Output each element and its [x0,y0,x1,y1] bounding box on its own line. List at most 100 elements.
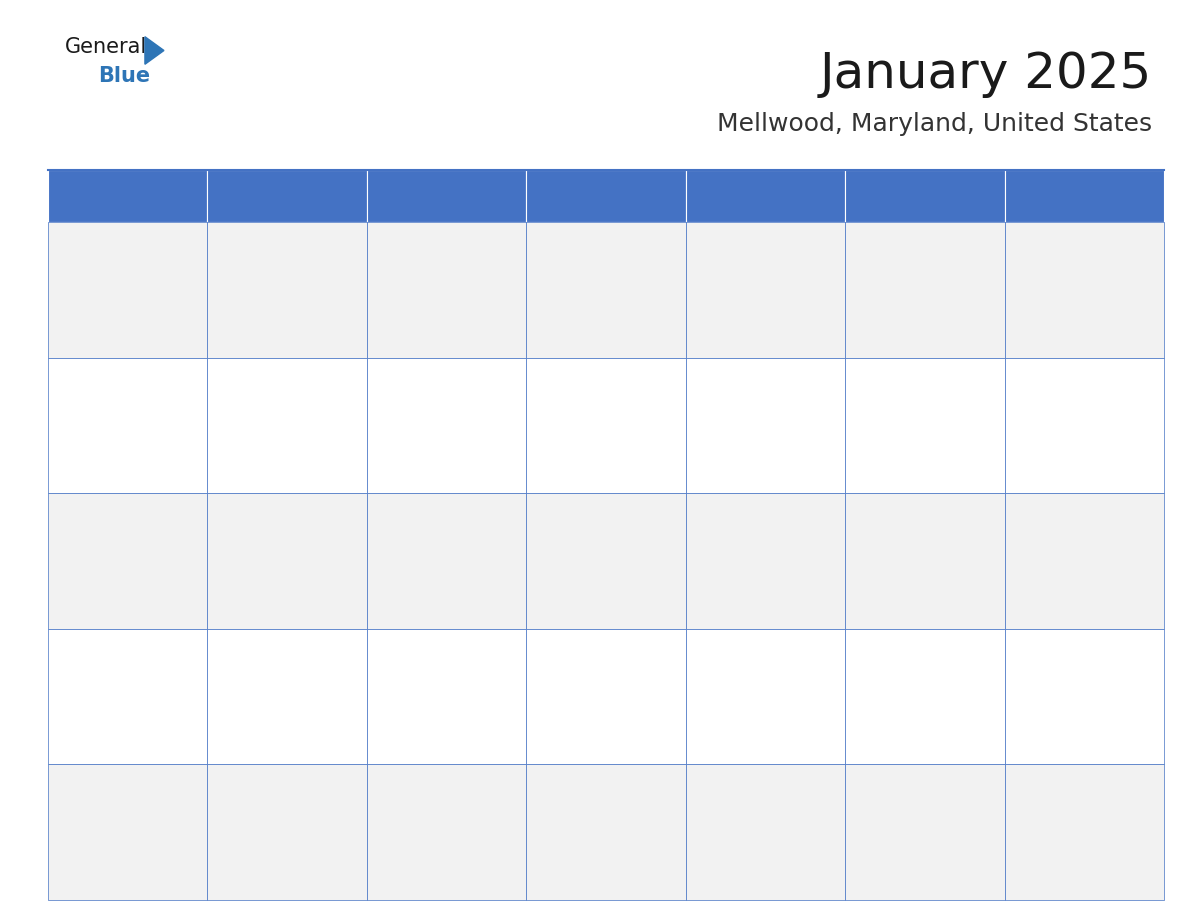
Text: and 37 minutes.: and 37 minutes. [694,473,790,486]
Text: Daylight: 9 hours: Daylight: 9 hours [535,308,637,321]
Text: Sunrise: 7:25 AM: Sunrise: 7:25 AM [1013,386,1113,398]
Text: Sunset: 5:16 PM: Sunset: 5:16 PM [535,686,630,699]
Text: Sunset: 5:15 PM: Sunset: 5:15 PM [375,686,470,699]
Text: Daylight: 9 hours: Daylight: 9 hours [1013,308,1116,321]
Text: and 12 minutes.: and 12 minutes. [853,879,950,892]
Text: Sunrise: 7:25 AM: Sunrise: 7:25 AM [694,250,794,263]
Text: and 42 minutes.: and 42 minutes. [215,608,312,621]
Text: and 30 minutes.: and 30 minutes. [535,337,631,350]
Text: 31: 31 [853,770,874,789]
Text: Daylight: 9 hours: Daylight: 9 hours [853,443,955,456]
Text: Daylight: 9 hours: Daylight: 9 hours [375,579,478,592]
Text: Daylight: 10 hours: Daylight: 10 hours [56,850,165,863]
Text: Daylight: 10 hours: Daylight: 10 hours [375,850,485,863]
Text: Sunrise: 7:22 AM: Sunrise: 7:22 AM [1013,521,1113,533]
Text: and 30 minutes.: and 30 minutes. [694,337,790,350]
Text: Daylight: 10 hours: Daylight: 10 hours [694,850,803,863]
Text: Sunset: 5:02 PM: Sunset: 5:02 PM [694,414,789,427]
Text: Daylight: 10 hours: Daylight: 10 hours [1013,714,1123,727]
Text: Sunset: 5:11 PM: Sunset: 5:11 PM [853,550,949,563]
Text: Sunset: 4:56 PM: Sunset: 4:56 PM [694,279,790,292]
Text: Sunset: 5:00 PM: Sunset: 5:00 PM [215,414,310,427]
Text: 11: 11 [1013,364,1035,382]
Text: and 10 minutes.: and 10 minutes. [694,879,790,892]
Text: Sunrise: 7:17 AM: Sunrise: 7:17 AM [215,791,316,805]
Text: Sunset: 5:06 PM: Sunset: 5:06 PM [215,550,311,563]
Text: Daylight: 10 hours: Daylight: 10 hours [853,850,963,863]
Text: Daylight: 9 hours: Daylight: 9 hours [56,443,158,456]
Text: Sunset: 5:12 PM: Sunset: 5:12 PM [1013,550,1108,563]
Text: and 50 minutes.: and 50 minutes. [56,744,152,756]
Text: Daylight: 9 hours: Daylight: 9 hours [1013,579,1116,592]
Text: Sunrise: 7:24 AM: Sunrise: 7:24 AM [215,521,316,533]
Text: Daylight: 9 hours: Daylight: 9 hours [694,579,796,592]
Text: 26: 26 [56,770,77,789]
Text: Sunrise: 7:25 AM: Sunrise: 7:25 AM [215,386,316,398]
Text: Daylight: 9 hours: Daylight: 9 hours [853,579,955,592]
Text: Sunrise: 7:23 AM: Sunrise: 7:23 AM [694,521,794,533]
Text: Sunrise: 7:25 AM: Sunrise: 7:25 AM [535,250,634,263]
Text: Daylight: 9 hours: Daylight: 9 hours [694,714,796,727]
Text: Sunset: 4:57 PM: Sunset: 4:57 PM [853,279,949,292]
Text: 18: 18 [1013,499,1034,518]
Text: 5: 5 [56,364,67,382]
Text: 22: 22 [535,635,556,653]
Text: Daylight: 9 hours: Daylight: 9 hours [694,308,796,321]
Text: Daylight: 10 hours: Daylight: 10 hours [215,850,324,863]
Text: Daylight: 9 hours: Daylight: 9 hours [56,714,158,727]
Text: Sunset: 5:01 PM: Sunset: 5:01 PM [375,414,470,427]
Text: 17: 17 [853,499,874,518]
Text: and 57 minutes.: and 57 minutes. [694,744,790,756]
Text: Sunrise: 7:24 AM: Sunrise: 7:24 AM [535,521,634,533]
Text: 3: 3 [853,229,864,247]
Text: and 54 minutes.: and 54 minutes. [375,744,472,756]
Text: 8: 8 [535,364,545,382]
Text: Sunset: 5:22 PM: Sunset: 5:22 PM [215,821,311,834]
Text: Sunset: 5:14 PM: Sunset: 5:14 PM [215,686,311,699]
Text: Sunset: 5:01 PM: Sunset: 5:01 PM [535,414,630,427]
Text: Daylight: 9 hours: Daylight: 9 hours [56,579,158,592]
Text: and 38 minutes.: and 38 minutes. [853,473,949,486]
Text: Sunset: 5:21 PM: Sunset: 5:21 PM [56,821,151,834]
Text: Sunrise: 7:20 AM: Sunrise: 7:20 AM [694,656,794,669]
Text: Sunset: 5:27 PM: Sunset: 5:27 PM [853,821,949,834]
Text: Daylight: 9 hours: Daylight: 9 hours [853,308,955,321]
Text: Tuesday: Tuesday [377,187,459,205]
Text: and 49 minutes.: and 49 minutes. [1013,608,1110,621]
Text: and 31 minutes.: and 31 minutes. [853,337,950,350]
Text: Blue: Blue [99,66,151,86]
Text: and 36 minutes.: and 36 minutes. [535,473,631,486]
Text: Sunset: 5:04 PM: Sunset: 5:04 PM [1013,414,1108,427]
Text: 14: 14 [375,499,396,518]
Text: 23: 23 [694,635,715,653]
Text: and 2 minutes.: and 2 minutes. [56,879,145,892]
Text: Sunset: 5:24 PM: Sunset: 5:24 PM [535,821,630,834]
Text: Sunset: 4:55 PM: Sunset: 4:55 PM [535,279,630,292]
Text: Sunrise: 7:25 AM: Sunrise: 7:25 AM [853,386,954,398]
Text: 21: 21 [375,635,396,653]
Text: Sunrise: 7:25 AM: Sunrise: 7:25 AM [694,386,794,398]
Text: Thursday: Thursday [695,187,789,205]
Text: Sunrise: 7:20 AM: Sunrise: 7:20 AM [535,656,634,669]
Text: Sunrise: 7:25 AM: Sunrise: 7:25 AM [375,386,475,398]
Text: 4: 4 [1013,229,1024,247]
Text: January 2025: January 2025 [820,50,1152,98]
Text: Wednesday: Wednesday [536,187,651,205]
Text: and 47 minutes.: and 47 minutes. [853,608,950,621]
Text: 12: 12 [56,499,77,518]
Text: Mellwood, Maryland, United States: Mellwood, Maryland, United States [718,112,1152,136]
Text: Sunrise: 7:21 AM: Sunrise: 7:21 AM [375,656,475,669]
Text: 6: 6 [215,364,226,382]
Text: Sunset: 5:03 PM: Sunset: 5:03 PM [853,414,949,427]
Polygon shape [145,37,164,64]
Text: 29: 29 [535,770,556,789]
Text: Sunrise: 7:23 AM: Sunrise: 7:23 AM [853,521,954,533]
Text: 30: 30 [694,770,715,789]
Text: Sunrise: 7:24 AM: Sunrise: 7:24 AM [375,521,475,533]
Text: Sunset: 5:25 PM: Sunset: 5:25 PM [694,821,789,834]
Text: Sunrise: 7:19 AM: Sunrise: 7:19 AM [1013,656,1113,669]
Text: and 55 minutes.: and 55 minutes. [535,744,631,756]
Text: and 46 minutes.: and 46 minutes. [694,608,790,621]
Text: and 39 minutes.: and 39 minutes. [1013,473,1110,486]
Text: and 32 minutes.: and 32 minutes. [1013,337,1110,350]
